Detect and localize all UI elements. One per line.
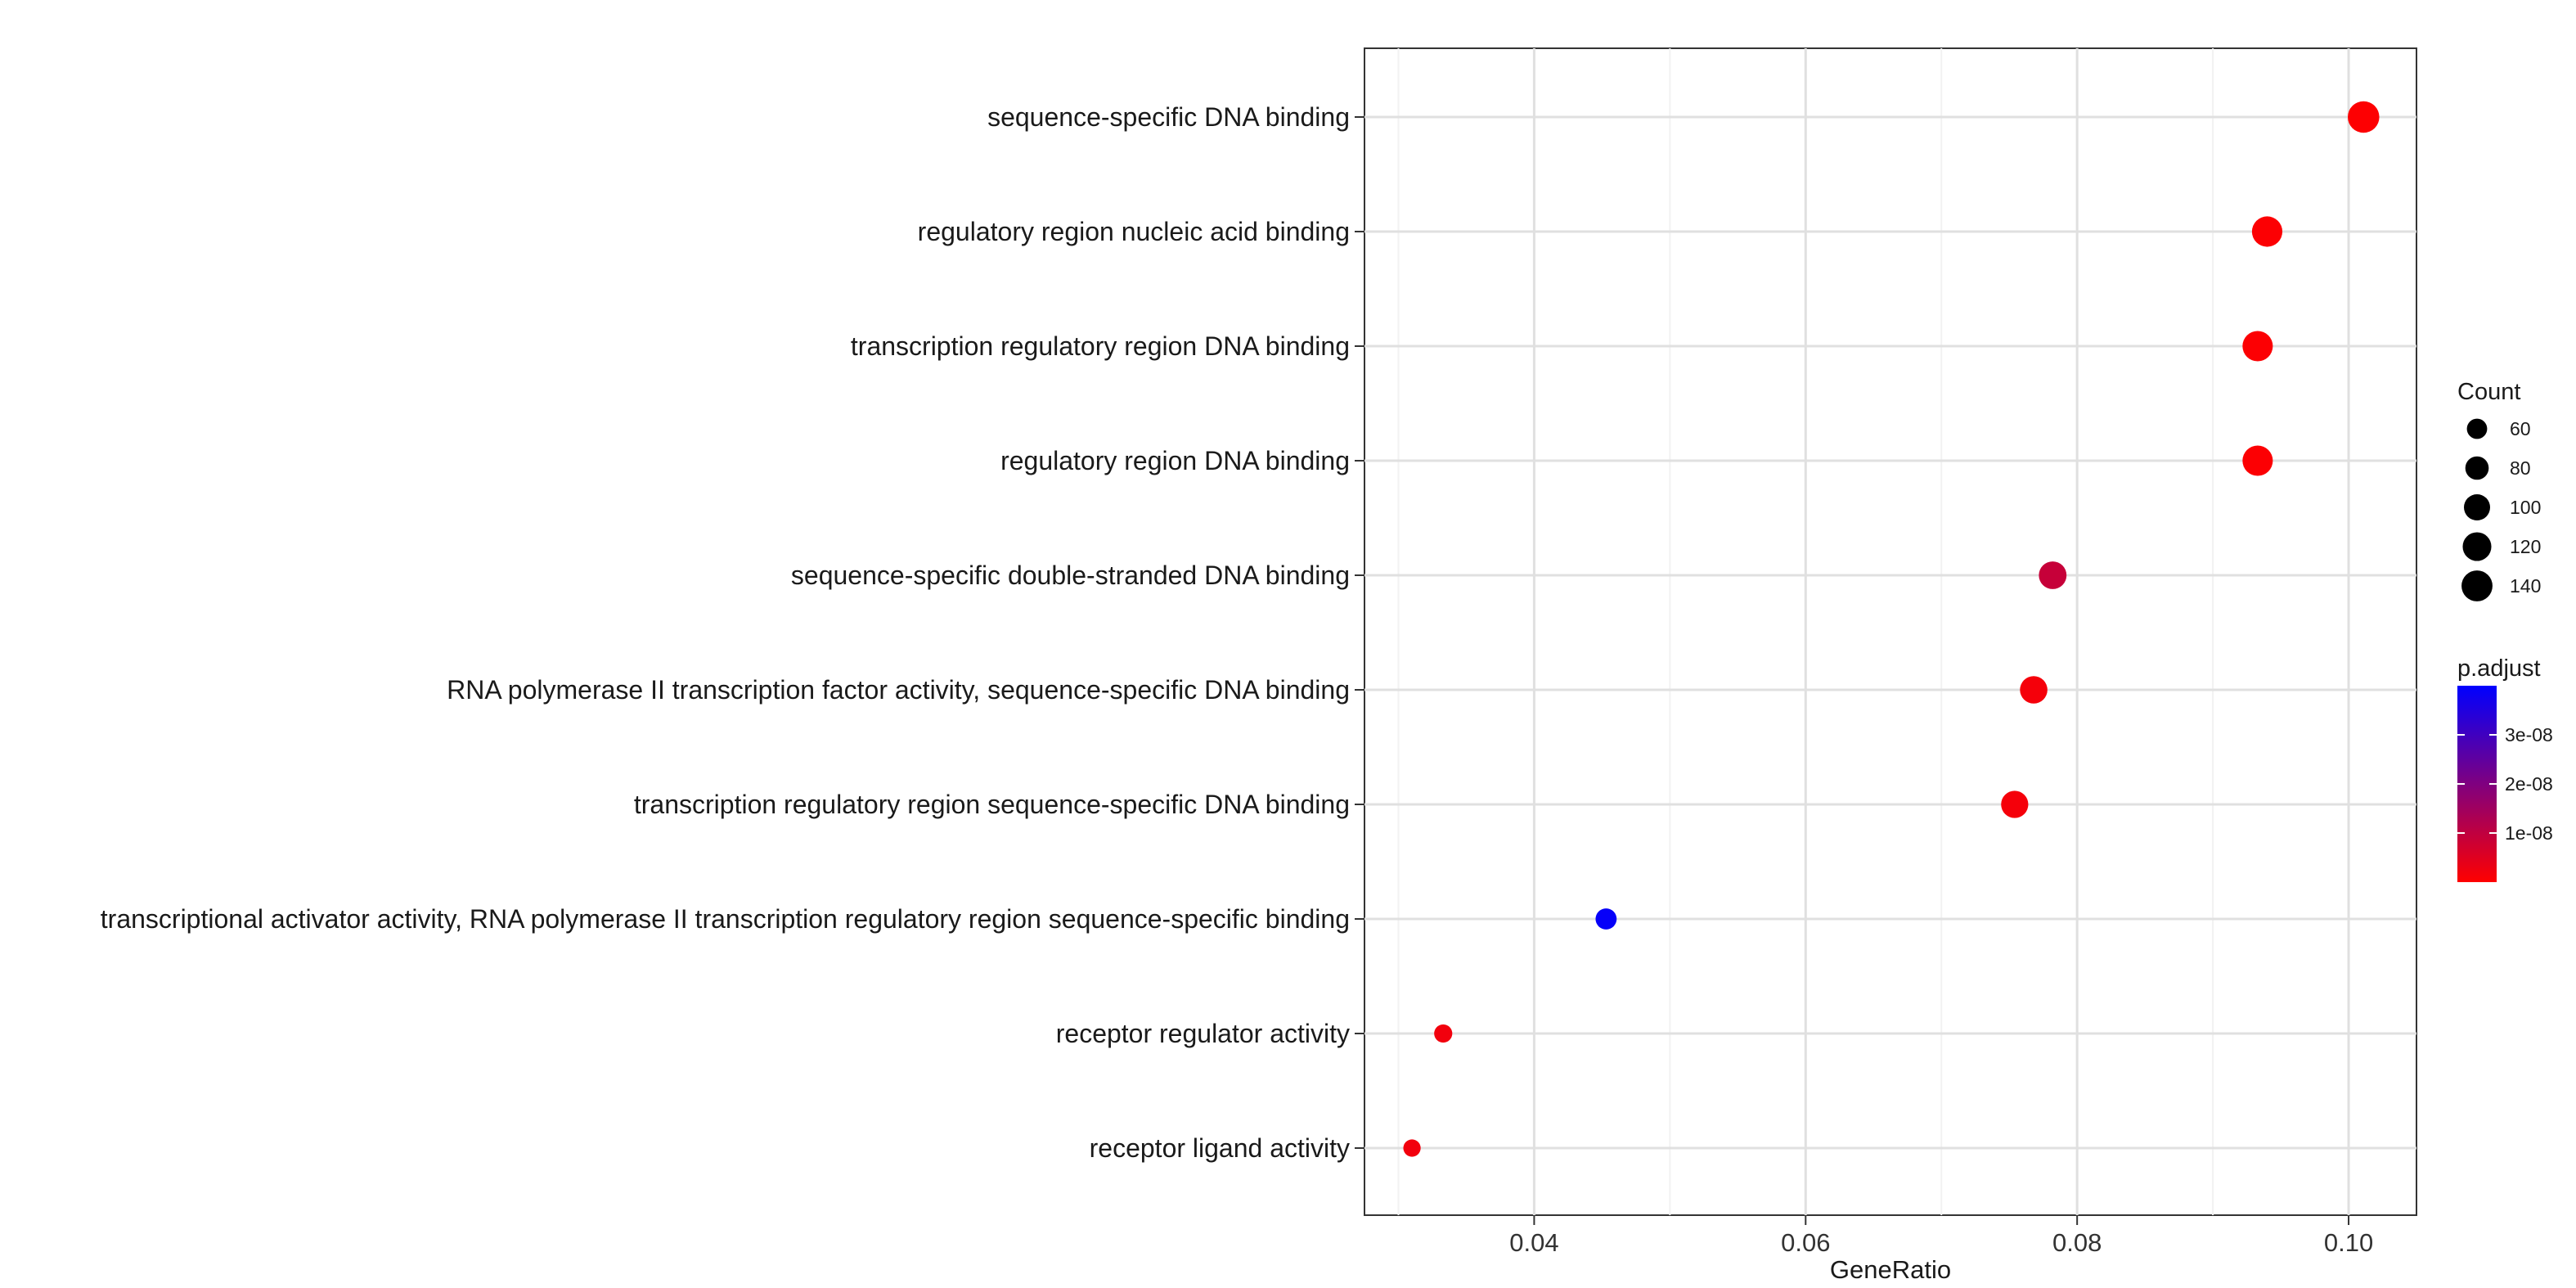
x-tick-label: 0.06 [1781,1228,1830,1257]
p-adjust-tick-label: 2e-08 [2505,773,2553,795]
data-point [2242,331,2273,362]
x-tick-label: 0.08 [2052,1228,2102,1257]
category-label: transcription regulatory region DNA bind… [851,331,1350,361]
minor-gridlines [1397,48,2214,1215]
data-point [2039,561,2067,589]
category-label: RNA polymerase II transcription factor a… [447,675,1350,705]
count-legend-key [2464,494,2490,520]
x-axis-title: GeneRatio [1830,1255,1951,1284]
count-legend-label: 100 [2510,497,2541,518]
data-point [2251,216,2283,247]
p-adjust-legend-title: p.adjust [2457,655,2541,682]
count-legend-key [2465,456,2489,480]
category-label: regulatory region DNA binding [1000,446,1350,475]
p-adjust-tick-label: 1e-08 [2505,822,2553,844]
count-legend-label: 120 [2510,536,2541,557]
data-points [1403,101,2380,1157]
count-legend-key [2462,532,2492,561]
count-legend-label: 80 [2510,457,2531,479]
x-axis: 0.04 0.06 0.08 0.10 [1509,1215,2373,1257]
data-point [2242,445,2273,476]
x-tick-label: 0.04 [1509,1228,1558,1257]
count-legend-key [2461,570,2493,601]
category-label: regulatory region nucleic acid binding [918,217,1350,246]
data-point [1434,1024,1453,1043]
data-point [2001,790,2029,818]
p-adjust-tick-label: 3e-08 [2505,724,2553,745]
category-label: receptor ligand activity [1090,1133,1350,1163]
category-label: receptor regulator activity [1056,1019,1350,1048]
x-tick-label: 0.10 [2324,1228,2373,1257]
p-adjust-legend: p.adjust 1e-08 2e-08 3e-08 [2457,655,2553,882]
category-label: transcription regulatory region sequence… [634,790,1350,819]
data-point [2020,676,2048,704]
plot-panel [1364,47,2417,1216]
data-point [2348,101,2380,133]
count-legend-title: Count [2457,379,2520,405]
count-legend-key [2466,418,2488,439]
count-legend-label: 60 [2510,418,2531,439]
category-label: sequence-specific DNA binding [987,102,1350,132]
count-legend: Count 60 80 100 120 140 [2457,379,2541,601]
count-legend-label: 140 [2510,575,2541,597]
data-point [1403,1139,1421,1157]
category-label: transcriptional activator activity, RNA … [101,904,1350,934]
y-axis: sequence-specific DNA binding regulatory … [101,102,1364,1163]
category-label: sequence-specific double-stranded DNA bi… [791,561,1350,590]
major-gridlines [1364,48,2416,1215]
data-point [1595,908,1617,930]
